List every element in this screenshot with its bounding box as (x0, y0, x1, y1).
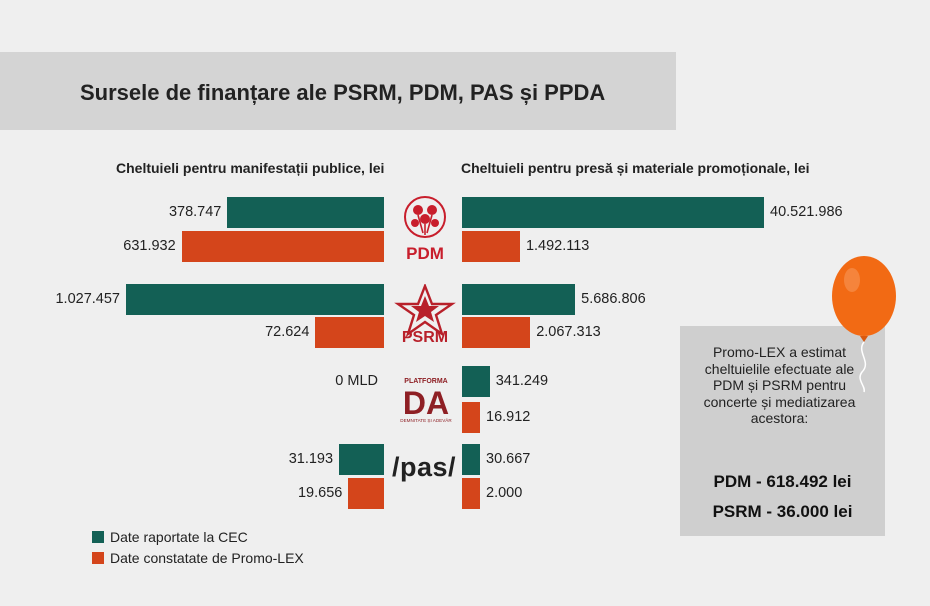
note-pdm-total: PDM - 618.492 lei (713, 472, 852, 491)
right-bar-3-0 (462, 444, 480, 475)
left-value-label-0-1: 631.932 (123, 238, 176, 254)
right-value-label-2-1: 16.912 (486, 409, 531, 425)
chart-title: Sursele de finanțare ale PSRM, PDM, PAS … (80, 80, 606, 105)
left-value-label-1-0: 1.027.457 (55, 291, 120, 307)
left-bar-0-0 (227, 197, 384, 228)
right-value-label-1-0: 5.686.806 (581, 291, 646, 307)
right-value-label-0-1: 1.492.113 (525, 238, 590, 254)
pdm-logo-icon: PDM (404, 196, 446, 263)
promo-lex-note-box: Promo-LEX a estimat cheltuielile efectua… (680, 326, 885, 536)
right-bar-0-0 (462, 197, 764, 228)
right-bar-1-0 (462, 284, 576, 315)
legend-swatch-cec (92, 531, 104, 543)
left-bar-1-1 (315, 317, 384, 348)
note-psrm-total: PSRM - 36.000 lei (712, 502, 853, 521)
pdm-logo-label: PDM (406, 244, 444, 263)
right-value-label-0-0: 40.521.986 (770, 204, 843, 220)
right-bar-2-0 (462, 366, 490, 397)
right-column-header: Cheltuieli pentru presă și materiale pro… (461, 160, 810, 176)
right-bar-1-1 (462, 317, 531, 348)
left-value-label-2-0: 0 MLD (335, 373, 378, 389)
left-bar-3-0 (339, 444, 384, 475)
legend-label-cec: Date raportate la CEC (110, 529, 248, 545)
left-bar-3-1 (348, 478, 384, 509)
left-value-label-1-1: 72.624 (265, 324, 310, 340)
platforma-da-logo-icon: PLATFORMA DA DEMNITATE ȘI ADEVĂR (400, 378, 452, 423)
balloon-icon (832, 256, 896, 393)
right-bar-0-1 (462, 231, 520, 262)
da-logo-top: PLATFORMA (404, 378, 447, 385)
title-band (0, 52, 676, 130)
right-bar-2-1 (462, 402, 480, 433)
legend-label-promo: Date constatate de Promo-LEX (110, 550, 304, 566)
right-value-label-3-1: 2.000 (486, 485, 523, 501)
left-value-label-3-1: 19.656 (297, 485, 343, 501)
right-bar-3-1 (462, 478, 480, 509)
left-bar-0-1 (181, 231, 384, 262)
left-value-label-0-0: 378.747 (168, 204, 222, 220)
psrm-logo-icon: PSRM (394, 284, 456, 346)
left-bar-1-0 (126, 284, 384, 315)
left-column-header: Cheltuieli pentru manifestații publice, … (116, 160, 385, 176)
right-value-label-1-1: 2.067.313 (536, 324, 601, 340)
legend-swatch-promo (92, 552, 104, 564)
psrm-logo-label: PSRM (402, 329, 448, 346)
note-text: Promo-LEX a estimat cheltuielile efectua… (703, 344, 856, 426)
right-value-label-2-0: 341.249 (495, 373, 549, 389)
pas-logo-label: /pas/ (392, 452, 457, 482)
da-logo-bottom: DEMNITATE ȘI ADEVĂR (400, 417, 452, 423)
left-value-label-3-0: 31.193 (288, 451, 334, 467)
right-value-label-3-0: 30.667 (486, 451, 531, 467)
da-logo-main: DA (403, 385, 449, 421)
